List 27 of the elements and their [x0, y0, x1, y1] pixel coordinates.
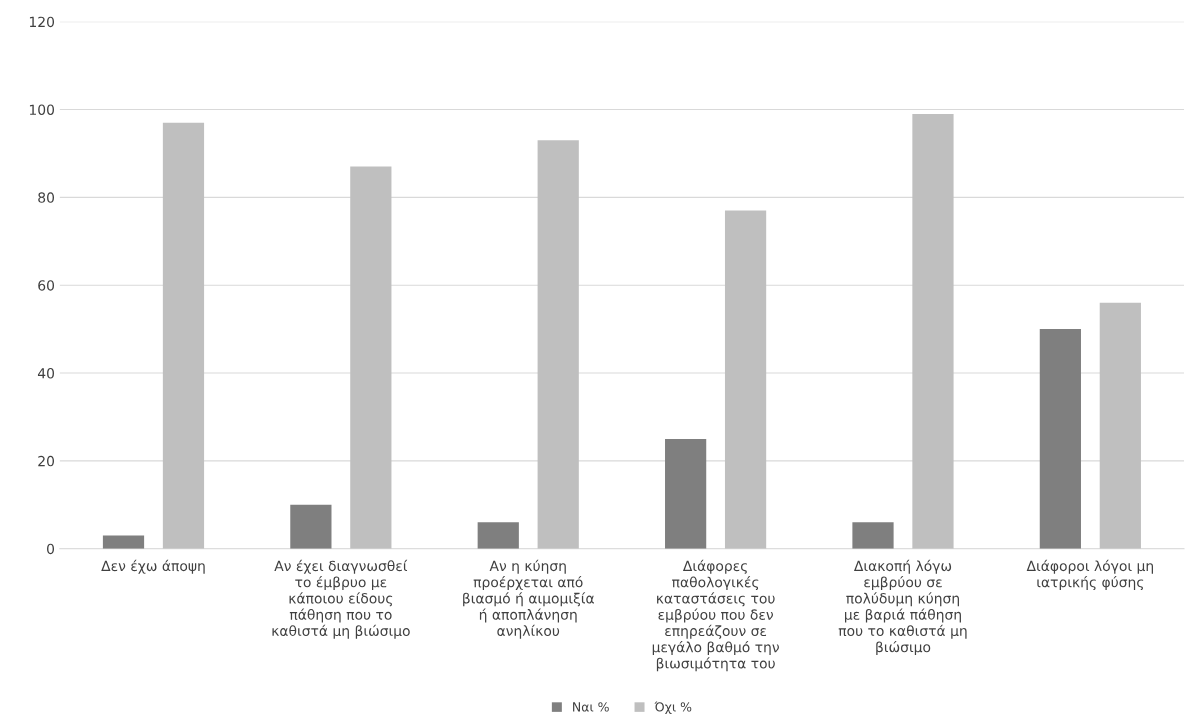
y-tick-label: 120: [29, 16, 55, 28]
bar: [724, 210, 767, 549]
x-tick-label: Δεν έχω άποψη: [101, 559, 205, 574]
y-tick-label: 20: [38, 455, 55, 467]
y-tick-label: 0: [47, 543, 55, 555]
legend-label: Όχι %: [654, 701, 692, 715]
bar: [102, 535, 145, 549]
bar: [665, 438, 707, 549]
bar: [162, 122, 205, 549]
legend-label: Ναι %: [573, 702, 609, 712]
bar: [350, 166, 392, 549]
y-tick-label: 80: [38, 192, 55, 203]
bar: [912, 113, 954, 549]
bar: [1099, 302, 1141, 549]
x-tick-label: Διάφοροι λόγοι μη ιατρικής φύσης: [1026, 559, 1153, 591]
bar: [537, 140, 579, 549]
x-tick-label: Αν η κύηση προέρχεται από βιασμό ή αιμομιξία ή αποπλάνηση ανηλίκου: [463, 559, 594, 639]
x-tick-label: Διακοπή λόγω εμβρύου σε πολύδυμη κύηση με βαριά πάθηση που το καθιστά μη βιώσιμο: [838, 559, 967, 655]
bar: [477, 522, 519, 549]
x-tick-label: Διάφορες παθολογικές καταστάσεις του εμβρύου που δεν επηρεάζουν σε μεγάλο βαθμό την βιωσιμότητα του: [652, 559, 779, 672]
y-tick-label: 100: [29, 104, 55, 115]
bar: [290, 504, 332, 549]
x-tick-label: Αν έχει διαγνωσθεί το έμβρυο με κάποιου είδους πάθηση που το καθιστά μη βιώσιμο: [272, 559, 410, 639]
bar: [852, 522, 894, 549]
y-tick-label: 40: [37, 368, 55, 379]
y-tick-label: 60: [38, 280, 55, 291]
bar: [1039, 329, 1081, 549]
